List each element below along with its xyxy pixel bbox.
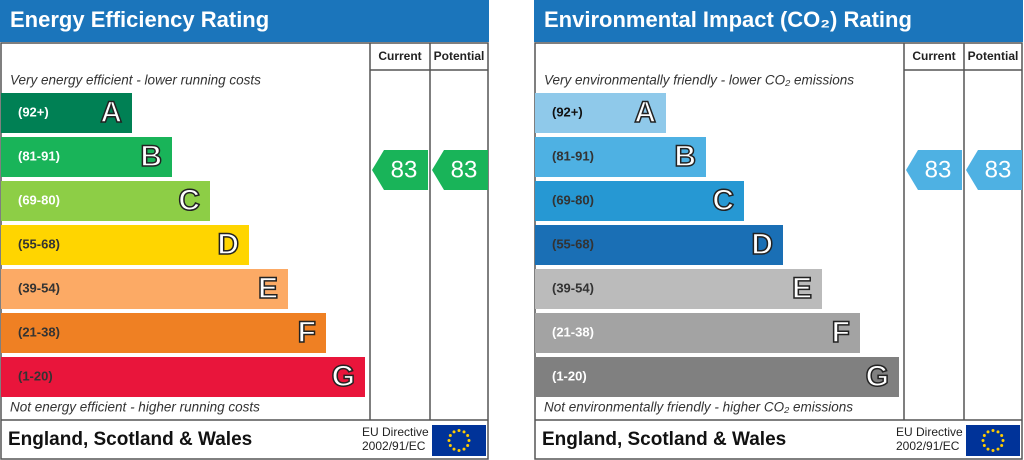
eu-star (462, 430, 466, 434)
eu-star (986, 430, 990, 434)
band-letter: C (178, 184, 200, 217)
band-range: (21-38) (552, 324, 594, 339)
band-letter: G (332, 360, 355, 393)
band-letter: E (792, 272, 812, 305)
rating-arrow (966, 150, 1022, 190)
eu-star (1001, 439, 1005, 442)
directive: 2002/91/EC (362, 439, 426, 453)
rating-band (1, 181, 210, 221)
band-range: (39-54) (18, 280, 60, 295)
band-range: (81-91) (552, 148, 594, 163)
eu-star (452, 430, 456, 434)
rating-arrow (906, 150, 962, 190)
column-header: Current (912, 49, 955, 63)
rating-band (535, 93, 666, 133)
rating-band (535, 137, 706, 177)
directive: EU Directive (896, 425, 963, 439)
band-range: (69-80) (552, 192, 594, 207)
eu-star (996, 447, 1000, 451)
band-range: (69-80) (18, 192, 60, 207)
rating-band (1, 313, 326, 353)
band-letter: F (298, 316, 316, 349)
band-letter: D (217, 228, 239, 261)
eu-star (448, 444, 452, 447)
rating-arrow (372, 150, 428, 190)
band-range: (39-54) (552, 280, 594, 295)
band-range: (1-20) (552, 368, 587, 383)
eu-star (466, 444, 470, 447)
eu-star (466, 434, 470, 437)
rating-value: 83 (451, 156, 478, 183)
band-letter: A (100, 96, 122, 129)
rating-value: 83 (925, 156, 952, 183)
panel-title: Environmental Impact (CO₂) Rating (544, 7, 912, 32)
eu-star (986, 447, 990, 451)
rating-band (1, 269, 288, 309)
eu-star (991, 449, 995, 452)
rating-band (1, 225, 249, 265)
band-letter: G (866, 360, 889, 393)
eu-star (457, 449, 461, 452)
rating-band (1, 357, 365, 397)
eu-star (467, 439, 471, 442)
eu-star (982, 444, 986, 447)
band-letter: A (634, 96, 656, 129)
band-letter: C (712, 184, 734, 217)
bottom-note: Not energy efficient - higher running co… (10, 400, 260, 415)
rating-value: 83 (391, 156, 418, 183)
eu-star (457, 429, 461, 432)
eu-star (448, 434, 452, 437)
rating-band (535, 181, 744, 221)
region: England, Scotland & Wales (542, 429, 786, 450)
rating-arrow (432, 150, 488, 190)
eu-star (1000, 444, 1004, 447)
panel-title: Energy Efficiency Rating (10, 7, 269, 32)
panel-header (0, 0, 489, 42)
band-range: (92+) (552, 104, 583, 119)
rating-band (535, 225, 783, 265)
band-range: (55-68) (552, 236, 594, 251)
eu-star (462, 447, 466, 451)
eu-star (991, 429, 995, 432)
band-letter: F (832, 316, 850, 349)
band-letter: B (140, 140, 162, 173)
eu-star (1000, 434, 1004, 437)
directive: EU Directive (362, 425, 429, 439)
band-range: (81-91) (18, 148, 60, 163)
top-note: Very energy efficient - lower running co… (10, 73, 261, 88)
eu-star (982, 434, 986, 437)
panel-header (534, 0, 1023, 42)
band-range: (55-68) (18, 236, 60, 251)
column-header: Current (378, 49, 421, 63)
column-header: Potential (434, 49, 485, 63)
rating-band (1, 137, 172, 177)
band-letter: E (258, 272, 278, 305)
top-note: Very environmentally friendly - lower CO… (544, 73, 854, 88)
band-letter: D (751, 228, 773, 261)
column-header: Potential (968, 49, 1019, 63)
eu-star (447, 439, 451, 442)
band-range: (92+) (18, 104, 49, 119)
bottom-note: Not environmentally friendly - higher CO… (544, 400, 853, 415)
rating-band (535, 269, 822, 309)
rating-band (535, 313, 860, 353)
band-range: (21-38) (18, 324, 60, 339)
eu-star (452, 447, 456, 451)
rating-band (1, 93, 132, 133)
eu-star (996, 430, 1000, 434)
band-letter: B (674, 140, 696, 173)
rating-value: 83 (985, 156, 1012, 183)
region: England, Scotland & Wales (8, 429, 252, 450)
band-range: (1-20) (18, 368, 53, 383)
directive: 2002/91/EC (896, 439, 960, 453)
eu-star (981, 439, 985, 442)
rating-band (535, 357, 899, 397)
